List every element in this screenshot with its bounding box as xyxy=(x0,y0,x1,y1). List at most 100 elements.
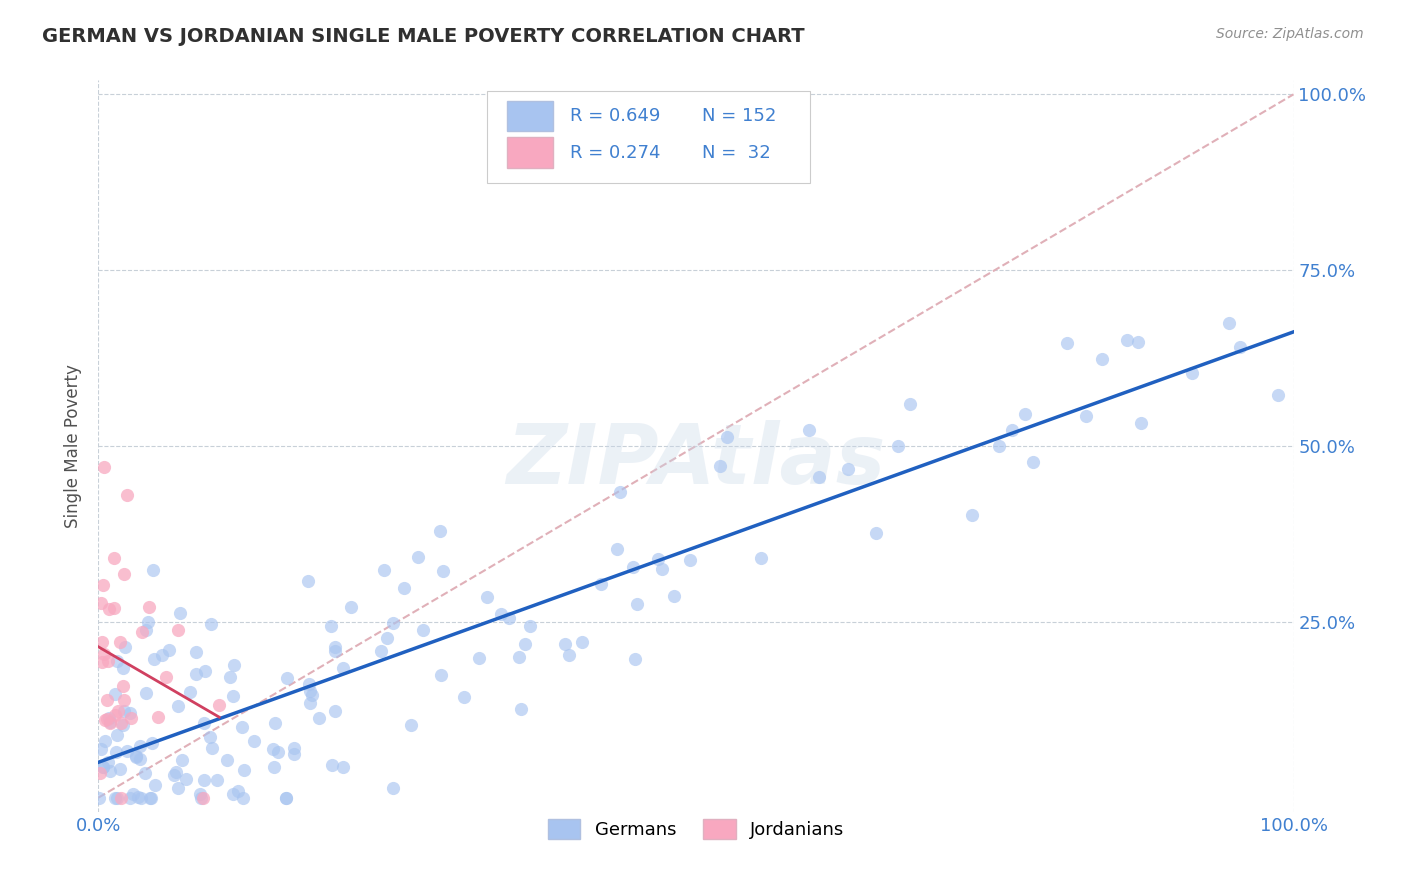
Point xyxy=(105,790,128,805)
Point xyxy=(679,552,702,566)
Point xyxy=(276,671,298,685)
Point xyxy=(807,469,830,483)
Point xyxy=(392,581,415,595)
Point xyxy=(97,654,120,668)
Point xyxy=(1091,351,1114,366)
Point xyxy=(621,560,644,574)
Point xyxy=(886,439,908,453)
Point xyxy=(1181,366,1204,380)
Text: N =  32: N = 32 xyxy=(702,144,770,161)
Point xyxy=(120,790,142,805)
Point xyxy=(138,599,160,614)
Point xyxy=(647,552,669,566)
Point xyxy=(93,647,115,661)
Point xyxy=(91,635,114,649)
Point xyxy=(468,651,491,665)
Point xyxy=(93,460,115,475)
Point xyxy=(412,624,434,638)
Point xyxy=(148,710,170,724)
Point xyxy=(124,749,146,764)
Point xyxy=(179,685,201,699)
Point xyxy=(664,589,686,603)
Point xyxy=(898,397,921,411)
Point xyxy=(174,772,197,786)
Point xyxy=(114,640,136,655)
Point xyxy=(301,688,323,702)
Point xyxy=(205,773,228,788)
Point xyxy=(111,717,134,731)
Point xyxy=(201,740,224,755)
Point xyxy=(475,591,498,605)
Point xyxy=(263,760,285,774)
Point xyxy=(298,696,321,710)
Point xyxy=(142,563,165,577)
Point xyxy=(298,684,321,698)
Text: N = 152: N = 152 xyxy=(702,107,776,125)
Point xyxy=(194,664,217,678)
Point xyxy=(651,561,673,575)
Point xyxy=(115,488,138,502)
Point xyxy=(797,423,820,437)
Point xyxy=(139,790,162,805)
Point xyxy=(90,596,112,610)
Point xyxy=(589,577,612,591)
Point xyxy=(89,790,111,805)
Point xyxy=(169,606,191,620)
Point xyxy=(221,689,243,703)
Legend: Germans, Jordanians: Germans, Jordanians xyxy=(540,812,852,847)
Point xyxy=(200,617,222,632)
Point xyxy=(232,790,254,805)
Point xyxy=(89,766,111,780)
Point xyxy=(125,748,148,763)
Point xyxy=(93,713,115,727)
Point xyxy=(228,783,250,797)
Point xyxy=(716,430,738,444)
Point xyxy=(1115,333,1137,347)
Point xyxy=(120,706,142,720)
Point xyxy=(115,744,138,758)
Point xyxy=(208,698,231,712)
Point xyxy=(262,742,284,756)
Point xyxy=(112,692,135,706)
Point xyxy=(186,645,208,659)
Point xyxy=(1022,455,1045,469)
Point xyxy=(865,526,887,541)
Point xyxy=(105,745,128,759)
Point xyxy=(104,687,127,701)
Point xyxy=(1126,334,1149,349)
FancyBboxPatch shape xyxy=(508,101,553,131)
Point xyxy=(626,597,648,611)
Point xyxy=(709,458,731,473)
Point xyxy=(1229,340,1251,354)
Point xyxy=(325,644,347,658)
Point xyxy=(606,542,628,557)
Point xyxy=(987,439,1010,453)
Point xyxy=(513,637,536,651)
Point xyxy=(222,787,245,801)
Point xyxy=(129,751,152,765)
Point xyxy=(135,686,157,700)
Point xyxy=(127,790,149,805)
Point xyxy=(381,781,404,796)
Point xyxy=(373,563,395,577)
Point xyxy=(97,756,120,770)
Point xyxy=(170,752,193,766)
Point xyxy=(112,566,135,581)
Point xyxy=(558,648,581,662)
Point xyxy=(96,693,118,707)
Point xyxy=(283,747,305,761)
Point xyxy=(960,508,983,522)
Point xyxy=(332,759,354,773)
Point xyxy=(165,764,187,779)
Point xyxy=(432,564,454,578)
Point xyxy=(91,656,114,670)
Point xyxy=(97,602,120,616)
Point xyxy=(1074,409,1097,423)
Point xyxy=(143,652,166,666)
Point xyxy=(110,790,132,805)
Point xyxy=(224,658,246,673)
Point xyxy=(136,615,159,629)
Point xyxy=(1014,407,1036,421)
Point xyxy=(375,631,398,645)
Point xyxy=(571,635,593,649)
